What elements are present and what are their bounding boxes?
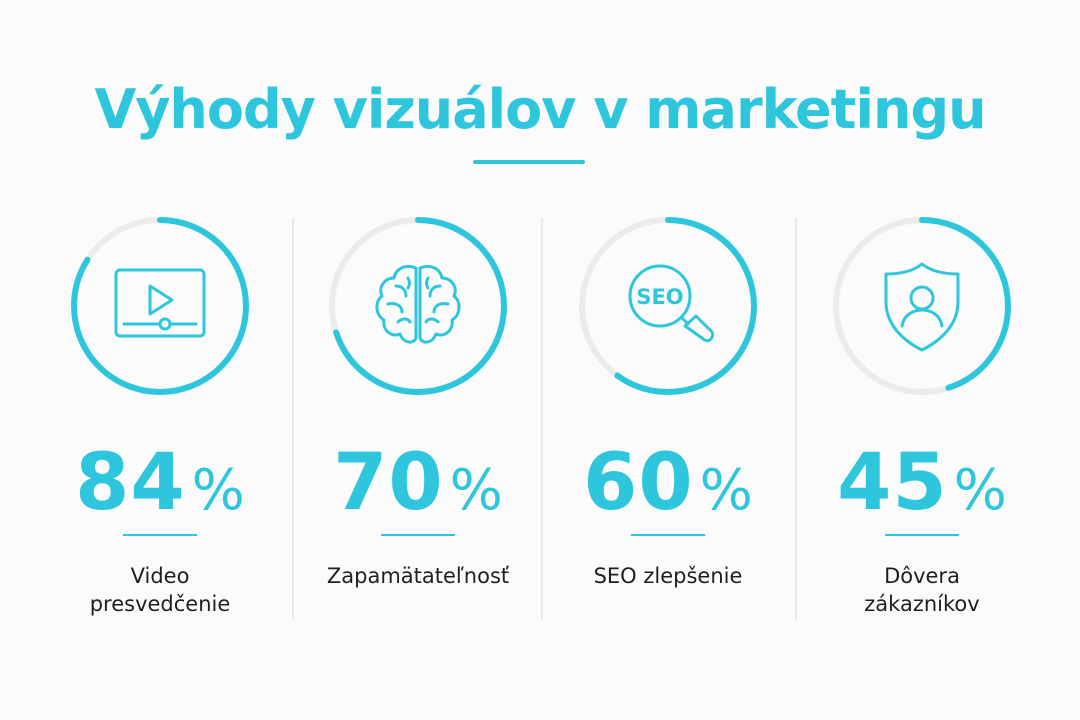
stat-underline	[885, 534, 959, 536]
progress-ring	[574, 212, 762, 400]
seo-magnifier-icon: SEO	[618, 256, 718, 356]
progress-ring	[324, 212, 512, 400]
stat-value: 70%	[333, 438, 503, 528]
stat-underline	[123, 534, 197, 536]
stat-label: Video presvedčenie	[89, 564, 231, 616]
stat-card-video: 84% Video presvedčenie	[40, 212, 280, 632]
stat-underline	[381, 534, 455, 536]
stat-label: Zapamätateľnosť	[326, 564, 510, 588]
column-divider	[292, 218, 294, 620]
stat-label: SEO zlepšenie	[593, 564, 743, 588]
stat-underline	[631, 534, 705, 536]
stat-card-trust: 45% Dôvera zákazníkov	[802, 212, 1042, 632]
stat-value: 60%	[583, 438, 753, 528]
page-title: Výhody vizuálov v marketingu	[94, 78, 986, 141]
column-divider	[541, 218, 543, 620]
title-underline	[473, 160, 585, 164]
shield-user-icon	[872, 256, 972, 356]
stat-value: 45%	[837, 438, 1007, 528]
progress-ring	[828, 212, 1016, 400]
stat-card-memorability: 70% Zapamätateľnosť	[298, 212, 538, 632]
brain-icon	[368, 256, 468, 356]
column-divider	[795, 218, 797, 620]
stat-value: 84%	[75, 438, 245, 528]
stat-label: Dôvera zákazníkov	[864, 564, 980, 616]
progress-ring	[66, 212, 254, 400]
video-play-icon	[110, 256, 210, 356]
svg-text:SEO: SEO	[636, 285, 683, 309]
stat-card-seo: SEO 60% SEO zlepšenie	[548, 212, 788, 632]
